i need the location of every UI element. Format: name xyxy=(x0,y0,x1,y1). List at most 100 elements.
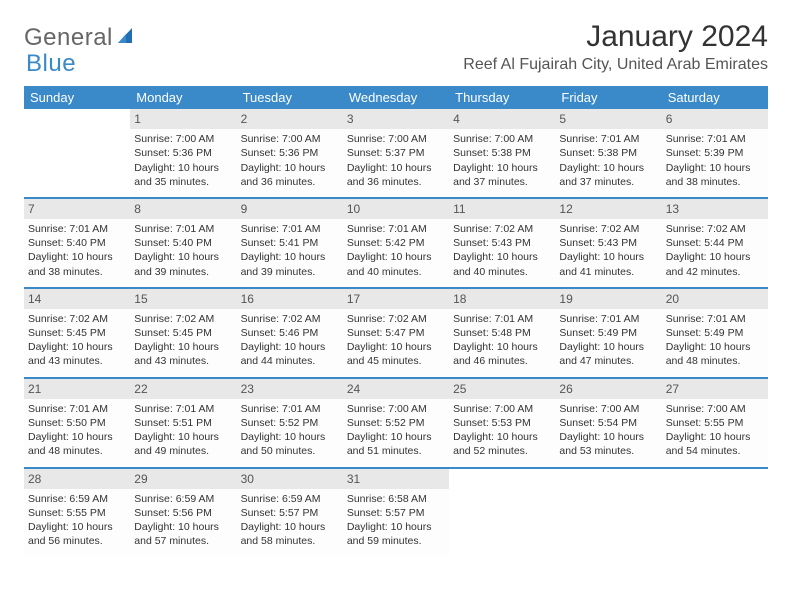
calendar-week-row: 7 Sunrise: 7:01 AM Sunset: 5:40 PM Daylight… xyxy=(24,198,768,288)
sunrise-text: Sunrise: 7:02 AM xyxy=(559,222,657,236)
sunrise-text: Sunrise: 6:59 AM xyxy=(134,492,232,506)
daylight-text: Daylight: 10 hours and 35 minutes. xyxy=(134,161,232,189)
sunset-text: Sunset: 5:36 PM xyxy=(134,146,232,160)
calendar-day-cell: 4Sunrise: 7:00 AMSunset: 5:38 PMDaylight… xyxy=(449,109,555,198)
daylight-text: Daylight: 10 hours and 48 minutes. xyxy=(666,340,764,368)
calendar-day-cell: 2Sunrise: 7:00 AMSunset: 5:36 PMDaylight… xyxy=(237,109,343,198)
daylight-text: Daylight: 10 hours and 36 minutes. xyxy=(347,161,445,189)
sunrise-text: Sunrise: 7:01 AM xyxy=(559,312,657,326)
sunrise-text: Sunrise: 7:00 AM xyxy=(666,402,764,416)
day-number: 4 xyxy=(449,109,555,129)
day-number: 22 xyxy=(130,379,236,399)
calendar-head: Sunday Monday Tuesday Wednesday Thursday… xyxy=(24,86,768,109)
calendar-day-cell: 17Sunrise: 7:02 AMSunset: 5:47 PMDayligh… xyxy=(343,288,449,378)
sunrise-text: Sunrise: 6:58 AM xyxy=(347,492,445,506)
calendar-day-cell xyxy=(555,468,661,557)
dow-thursday: Thursday xyxy=(449,86,555,109)
sunset-text: Sunset: 5:52 PM xyxy=(241,416,339,430)
sunset-text: Sunset: 5:37 PM xyxy=(347,146,445,160)
sunset-text: Sunset: 5:40 PM xyxy=(28,236,126,250)
daylight-text: Daylight: 10 hours and 41 minutes. xyxy=(559,250,657,278)
calendar-day-cell: 23Sunrise: 7:01 AMSunset: 5:52 PMDayligh… xyxy=(237,378,343,468)
daylight-text: Daylight: 10 hours and 58 minutes. xyxy=(241,520,339,548)
day-number: 7 xyxy=(24,199,130,219)
daylight-text: Daylight: 10 hours and 37 minutes. xyxy=(559,161,657,189)
calendar-week-row: 1Sunrise: 7:00 AMSunset: 5:36 PMDaylight… xyxy=(24,109,768,198)
day-number: 1 xyxy=(130,109,236,129)
calendar-day-cell xyxy=(449,468,555,557)
day-number: 23 xyxy=(237,379,343,399)
sunrise-text: Sunrise: 7:02 AM xyxy=(134,312,232,326)
calendar-day-cell: 21Sunrise: 7:01 AMSunset: 5:50 PMDayligh… xyxy=(24,378,130,468)
sunset-text: Sunset: 5:42 PM xyxy=(347,236,445,250)
day-number: 11 xyxy=(449,199,555,219)
sunrise-text: Sunrise: 7:02 AM xyxy=(241,312,339,326)
day-number: 19 xyxy=(555,289,661,309)
calendar-day-cell: 15Sunrise: 7:02 AMSunset: 5:45 PMDayligh… xyxy=(130,288,236,378)
sunrise-text: Sunrise: 7:00 AM xyxy=(347,132,445,146)
location-text: Reef Al Fujairah City, United Arab Emira… xyxy=(463,56,768,74)
calendar-day-cell: 27Sunrise: 7:00 AMSunset: 5:55 PMDayligh… xyxy=(662,378,768,468)
daylight-text: Daylight: 10 hours and 57 minutes. xyxy=(134,520,232,548)
calendar-day-cell: 12 Sunrise: 7:02 AMSunset: 5:43 PMDayligh… xyxy=(555,198,661,288)
day-number: 13 xyxy=(662,199,768,219)
sunrise-text: Sunrise: 7:02 AM xyxy=(666,222,764,236)
calendar-day-cell: 19Sunrise: 7:01 AMSunset: 5:49 PMDayligh… xyxy=(555,288,661,378)
calendar-day-cell: 13Sunrise: 7:02 AMSunset: 5:44 PMDayligh… xyxy=(662,198,768,288)
daylight-text: Daylight: 10 hours and 49 minutes. xyxy=(134,430,232,458)
daylight-text: Daylight: 10 hours and 38 minutes. xyxy=(666,161,764,189)
sunrise-text: Sunrise: 7:01 AM xyxy=(453,312,551,326)
calendar-day-cell: 20Sunrise: 7:01 AMSunset: 5:49 PMDayligh… xyxy=(662,288,768,378)
sunset-text: Sunset: 5:43 PM xyxy=(559,236,657,250)
calendar-day-cell: 1Sunrise: 7:00 AMSunset: 5:36 PMDaylight… xyxy=(130,109,236,198)
daylight-text: Daylight: 10 hours and 51 minutes. xyxy=(347,430,445,458)
calendar-day-cell: 8Sunrise: 7:01 AMSunset: 5:40 PMDaylight… xyxy=(130,198,236,288)
calendar-day-cell: 22 Sunrise: 7:01 AMSunset: 5:51 PMDayligh… xyxy=(130,378,236,468)
sunrise-text: Sunrise: 7:01 AM xyxy=(241,402,339,416)
title-block: January 2024 Reef Al Fujairah City, Unit… xyxy=(463,20,768,74)
sunrise-text: Sunrise: 6:59 AM xyxy=(28,492,126,506)
daylight-text: Daylight: 10 hours and 45 minutes. xyxy=(347,340,445,368)
calendar-day-cell: 16Sunrise: 7:02 AMSunset: 5:46 PMDayligh… xyxy=(237,288,343,378)
calendar-day-cell: 25Sunrise: 7:00 AMSunset: 5:53 PMDayligh… xyxy=(449,378,555,468)
logo: General xyxy=(24,24,139,52)
daylight-text: Daylight: 10 hours and 40 minutes. xyxy=(453,250,551,278)
calendar-week-row: 14Sunrise: 7:02 AMSunset: 5:45 PMDayligh… xyxy=(24,288,768,378)
sunrise-text: Sunrise: 7:01 AM xyxy=(134,222,232,236)
calendar-day-cell: 6Sunrise: 7:01 AMSunset: 5:39 PMDaylight… xyxy=(662,109,768,198)
calendar-day-cell: 26Sunrise: 7:00 AMSunset: 5:54 PMDayligh… xyxy=(555,378,661,468)
sunset-text: Sunset: 5:44 PM xyxy=(666,236,764,250)
daylight-text: Daylight: 10 hours and 39 minutes. xyxy=(241,250,339,278)
day-number: 8 xyxy=(130,199,236,219)
day-number: 30 xyxy=(237,469,343,489)
day-number: 21 xyxy=(24,379,130,399)
dow-tuesday: Tuesday xyxy=(237,86,343,109)
day-number: 6 xyxy=(662,109,768,129)
day-number: 3 xyxy=(343,109,449,129)
calendar-day-cell: 18Sunrise: 7:01 AMSunset: 5:48 PMDayligh… xyxy=(449,288,555,378)
sunset-text: Sunset: 5:57 PM xyxy=(241,506,339,520)
dow-saturday: Saturday xyxy=(662,86,768,109)
day-number: 12 xyxy=(555,199,661,219)
sunset-text: Sunset: 5:45 PM xyxy=(134,326,232,340)
day-number: 20 xyxy=(662,289,768,309)
sunrise-text: Sunrise: 6:59 AM xyxy=(241,492,339,506)
sunset-text: Sunset: 5:51 PM xyxy=(134,416,232,430)
sunset-text: Sunset: 5:55 PM xyxy=(28,506,126,520)
calendar-week-row: 28Sunrise: 6:59 AMSunset: 5:55 PMDayligh… xyxy=(24,468,768,557)
sunset-text: Sunset: 5:38 PM xyxy=(453,146,551,160)
calendar-day-cell: 9Sunrise: 7:01 AMSunset: 5:41 PMDaylight… xyxy=(237,198,343,288)
calendar-day-cell: 10Sunrise: 7:01 AMSunset: 5:42 PMDayligh… xyxy=(343,198,449,288)
daylight-text: Daylight: 10 hours and 43 minutes. xyxy=(28,340,126,368)
day-number: 28 xyxy=(24,469,130,489)
sunset-text: Sunset: 5:56 PM xyxy=(134,506,232,520)
day-number: 9 xyxy=(237,199,343,219)
sunset-text: Sunset: 5:46 PM xyxy=(241,326,339,340)
sunrise-text: Sunrise: 7:01 AM xyxy=(134,402,232,416)
sunset-text: Sunset: 5:48 PM xyxy=(453,326,551,340)
sunset-text: Sunset: 5:45 PM xyxy=(28,326,126,340)
sunset-text: Sunset: 5:43 PM xyxy=(453,236,551,250)
calendar-day-cell xyxy=(24,109,130,198)
calendar-day-cell: 14Sunrise: 7:02 AMSunset: 5:45 PMDayligh… xyxy=(24,288,130,378)
day-number: 18 xyxy=(449,289,555,309)
